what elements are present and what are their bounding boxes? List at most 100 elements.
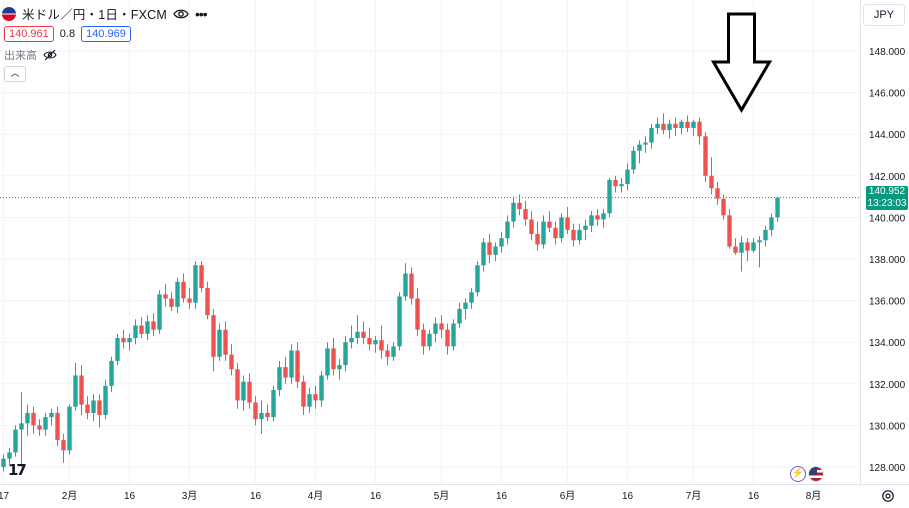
candle-body — [733, 246, 738, 253]
settings-icon[interactable] — [881, 489, 895, 503]
candle-body — [109, 360, 114, 386]
time-axis[interactable]: 17 2月 16 3月 16 4月 16 5月 16 6月 16 7月 16 8月 — [0, 484, 909, 503]
candle-body — [13, 429, 18, 453]
symbol-legend[interactable]: 米ドル／円・1日・FXCM ••• — [2, 4, 208, 23]
candle-body — [145, 321, 150, 334]
candle-body — [505, 221, 510, 239]
grid — [0, 0, 860, 484]
volume-indicator-row[interactable]: 出来高 — [4, 47, 57, 63]
candle-body — [553, 227, 558, 239]
time-tick-label: 16 — [496, 491, 508, 502]
candle-body — [775, 197, 780, 218]
candle-body — [163, 294, 168, 299]
candle-body — [265, 412, 270, 418]
candle-body — [601, 213, 606, 220]
candle-body — [613, 179, 618, 187]
candle-body — [709, 175, 714, 189]
countdown-timer: 13:23:03 — [867, 197, 907, 209]
more-icon[interactable]: ••• — [194, 5, 208, 22]
candle-body — [487, 242, 492, 255]
candle-body — [463, 302, 468, 309]
candle-body — [661, 123, 666, 131]
candle-body — [673, 123, 678, 128]
volume-label: 出来高 — [4, 50, 37, 62]
chart-badges: ⚡ — [790, 466, 824, 482]
candle-body — [595, 215, 600, 220]
lightning-icon[interactable]: ⚡ — [790, 466, 806, 482]
last-price-value: 140.952 — [868, 185, 906, 197]
collapse-legend-button[interactable]: ︿ — [4, 66, 26, 82]
candle-body — [157, 294, 162, 330]
candle-body — [295, 350, 300, 382]
candle-body — [67, 406, 72, 451]
candle-body — [499, 238, 504, 247]
candle-body — [415, 298, 420, 330]
price-tick-label: 146.000 — [869, 89, 906, 100]
down-arrow-icon — [710, 12, 773, 113]
candle-body — [379, 340, 384, 351]
candle-body — [85, 404, 90, 413]
candle-body — [25, 412, 30, 424]
candle-body — [7, 452, 12, 459]
candle-body — [181, 281, 186, 299]
candle-body — [547, 221, 552, 228]
candle-body — [79, 375, 84, 405]
candle-body — [655, 123, 660, 128]
candle-body — [193, 265, 198, 303]
candle-body — [517, 202, 522, 210]
candle-body — [535, 234, 540, 245]
eye-icon[interactable] — [173, 8, 189, 20]
symbol-title[interactable]: 米ドル／円・1日・FXCM — [22, 8, 167, 22]
candle-body — [331, 348, 336, 370]
candle-body — [229, 354, 234, 370]
candle-body — [97, 400, 102, 415]
down-arrow-shape — [710, 12, 773, 113]
candle-body — [337, 365, 342, 370]
candle-body — [565, 217, 570, 230]
price-tick-label: 140.000 — [869, 213, 906, 224]
candle-body — [523, 209, 528, 220]
price-tick-label: 148.000 — [869, 47, 906, 58]
candle-body — [703, 136, 708, 176]
time-tick-label: 16 — [748, 491, 760, 502]
time-tick-label: 4月 — [308, 490, 324, 502]
candle-body — [349, 338, 354, 343]
candle-body — [757, 240, 762, 243]
time-tick-label: 16 — [124, 491, 136, 502]
candle-body — [457, 308, 462, 324]
candle-body — [205, 288, 210, 316]
candle-body — [61, 439, 66, 451]
candle-body — [583, 225, 588, 230]
price-tick-label: 138.000 — [869, 255, 906, 266]
bid-price[interactable]: 140.961 — [4, 26, 54, 42]
candle-body — [55, 412, 60, 440]
us-flag-icon[interactable] — [808, 466, 824, 482]
candle-body — [637, 144, 642, 151]
candle-body — [571, 229, 576, 241]
candle-body — [175, 281, 180, 307]
candle-body — [427, 333, 432, 347]
candle-body — [751, 242, 756, 251]
candle-body — [217, 329, 222, 357]
price-tick-label: 130.000 — [869, 421, 906, 432]
candle-body — [247, 381, 252, 403]
candle-body — [127, 338, 132, 343]
price-axis[interactable]: 128.000 130.000 132.000 134.000 136.000 138.0… — [860, 0, 906, 484]
candle-body — [19, 423, 24, 430]
ask-price[interactable]: 140.969 — [81, 26, 131, 42]
candle-body — [745, 242, 750, 251]
tradingview-logo[interactable]: 17 — [8, 461, 27, 479]
candle-body — [325, 348, 330, 376]
candles — [1, 113, 780, 472]
candle-body — [625, 169, 630, 185]
candle-body — [169, 298, 174, 307]
candle-body — [73, 375, 78, 407]
candle-body — [727, 215, 732, 247]
volume-hidden-icon[interactable] — [43, 49, 57, 61]
candle-body — [421, 329, 426, 347]
candle-body — [577, 229, 582, 241]
currency-button[interactable]: JPY — [863, 4, 905, 26]
candle-body — [283, 367, 288, 378]
